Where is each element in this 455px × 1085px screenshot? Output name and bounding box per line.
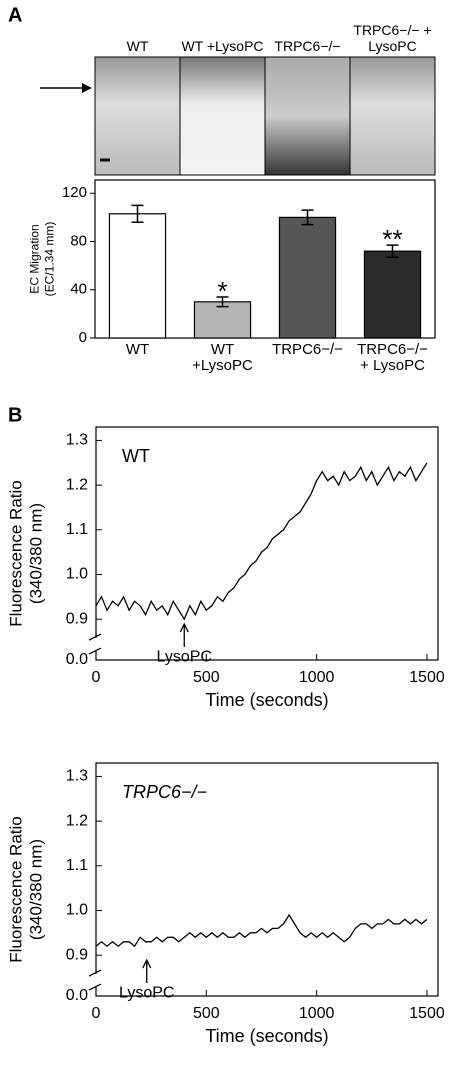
y-tick-label: 80 bbox=[70, 232, 87, 249]
data-line bbox=[95, 913, 428, 948]
y-axis-label: (EC/1.34 mm) bbox=[43, 222, 57, 297]
y-axis-label: Fluorescence Ratio bbox=[6, 816, 25, 962]
error-bar bbox=[386, 244, 399, 258]
y-axis-label: Fluorescence Ratio bbox=[6, 480, 25, 626]
y-tick-label: 0.0 bbox=[66, 651, 88, 668]
significance-marker: * bbox=[217, 276, 227, 306]
axis-break-gap bbox=[93, 974, 99, 987]
y-axis-label: EC Migration bbox=[28, 224, 42, 293]
y-axis-label: (340/380 nm) bbox=[26, 839, 45, 940]
x-tick-label: TRPC6−/− + LysoPC bbox=[357, 341, 428, 374]
x-axis-label: Time (seconds) bbox=[205, 690, 328, 710]
bar bbox=[363, 250, 422, 339]
image-label: TRPC6−/− bbox=[274, 38, 341, 54]
data-line bbox=[95, 462, 428, 621]
bar bbox=[108, 213, 167, 339]
annotation-arrow bbox=[142, 958, 152, 984]
x-tick-label: TRPC6−/− bbox=[272, 341, 343, 358]
x-tick-label: 1500 bbox=[409, 1005, 445, 1022]
y-tick-label: 120 bbox=[62, 184, 87, 201]
x-tick-label: 500 bbox=[193, 1005, 220, 1022]
bar bbox=[193, 301, 252, 339]
image-label: WT +LysoPC bbox=[181, 38, 264, 54]
arrow-head bbox=[82, 83, 92, 93]
micrograph bbox=[95, 57, 180, 175]
y-tick-label: 1.0 bbox=[66, 902, 88, 919]
annotation: LysoPC bbox=[157, 648, 212, 665]
image-label: WT bbox=[126, 38, 149, 54]
y-tick-label: 1.3 bbox=[66, 768, 88, 785]
x-tick-label: 500 bbox=[193, 669, 220, 686]
y-tick-label: 1.2 bbox=[66, 476, 88, 493]
y-tick-label: 1.3 bbox=[66, 432, 88, 449]
x-tick-label: 1500 bbox=[409, 669, 445, 686]
axis-break bbox=[88, 969, 102, 991]
bar bbox=[278, 216, 337, 339]
axis-break bbox=[88, 633, 102, 655]
x-axis-label: Time (seconds) bbox=[205, 1026, 328, 1046]
image-frame bbox=[94, 56, 436, 176]
annotation: LysoPC bbox=[119, 984, 174, 1001]
panel-label: A bbox=[8, 4, 22, 26]
error-bar bbox=[216, 296, 229, 308]
x-tick-label: 0 bbox=[92, 1005, 101, 1022]
significance-marker: ** bbox=[382, 224, 402, 254]
plot-frame bbox=[95, 762, 439, 997]
plot-frame bbox=[94, 179, 436, 339]
y-axis-label: (340/380 nm) bbox=[26, 503, 45, 604]
panel-label: B bbox=[8, 404, 22, 426]
annotation-arrow bbox=[179, 622, 189, 648]
y-tick-label: 40 bbox=[70, 281, 87, 298]
y-tick-label: 1.0 bbox=[66, 566, 88, 583]
x-tick-label: WT +LysoPC bbox=[192, 341, 253, 374]
y-tick-label: 1.1 bbox=[66, 521, 88, 538]
x-tick-label: WT bbox=[125, 341, 150, 358]
error-bar bbox=[131, 204, 144, 223]
y-tick-label: 0.9 bbox=[66, 610, 88, 627]
y-tick-label: 1.2 bbox=[66, 812, 88, 829]
x-tick-label: 1000 bbox=[299, 1005, 335, 1022]
x-tick-label: 1000 bbox=[299, 669, 335, 686]
plot-frame bbox=[95, 426, 439, 661]
micrograph bbox=[265, 57, 350, 175]
y-tick-label: 0 bbox=[79, 329, 87, 346]
series-label: TRPC6−/− bbox=[122, 782, 207, 802]
y-tick-label: 0.9 bbox=[66, 946, 88, 963]
axis-break-gap bbox=[93, 638, 99, 651]
micrograph bbox=[350, 57, 435, 175]
micrographs bbox=[40, 56, 436, 176]
micrograph bbox=[180, 57, 265, 175]
series-label: WT bbox=[122, 446, 150, 466]
y-tick-label: 0.0 bbox=[66, 987, 88, 1004]
error-bar bbox=[301, 209, 314, 226]
y-tick-label: 1.1 bbox=[66, 857, 88, 874]
x-tick-label: 0 bbox=[92, 669, 101, 686]
image-label: TRPC6−/− + LysoPC bbox=[353, 22, 432, 54]
